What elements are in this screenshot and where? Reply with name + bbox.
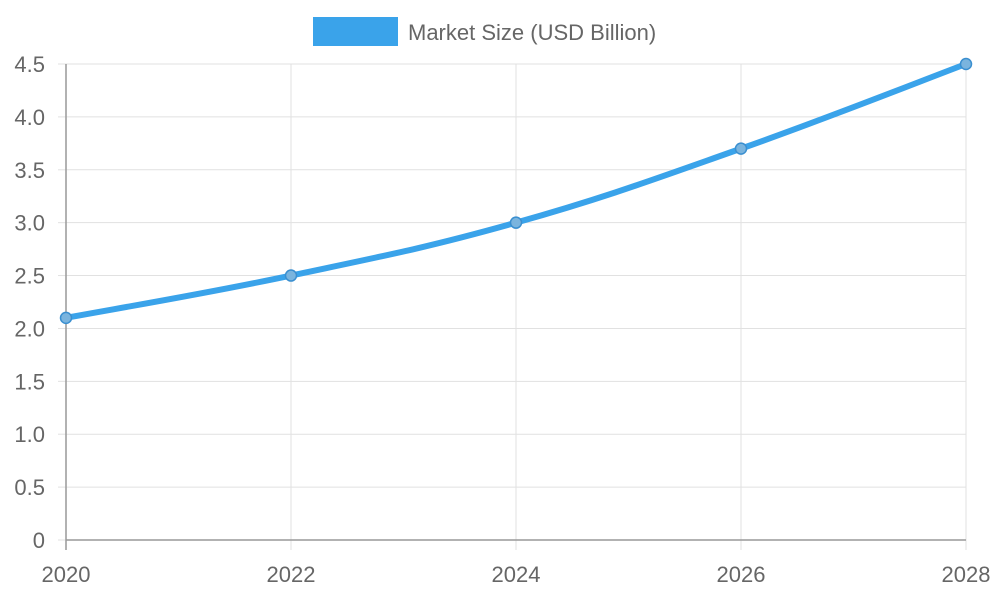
series-layer bbox=[59, 57, 973, 325]
legend-swatch bbox=[313, 17, 398, 46]
y-tick-label: 4.5 bbox=[14, 52, 45, 77]
y-tick-label: 2.5 bbox=[14, 264, 45, 289]
y-tick-label: 1.0 bbox=[14, 422, 45, 447]
x-tick-label: 2028 bbox=[942, 562, 991, 587]
legend-label: Market Size (USD Billion) bbox=[408, 20, 656, 45]
grid-layer bbox=[66, 63, 967, 540]
x-tick-label: 2024 bbox=[492, 562, 541, 587]
data-point[interactable] bbox=[734, 142, 748, 155]
x-tick-label: 2026 bbox=[717, 562, 766, 587]
data-point[interactable] bbox=[959, 57, 973, 71]
label-layer: 0 0.5 1.0 1.5 2.0 2.5 3.0 3.5 4.0 4.5 2020 2022 2024… bbox=[14, 52, 990, 587]
x-tick-label: 2020 bbox=[42, 562, 91, 587]
data-point[interactable] bbox=[509, 216, 523, 229]
y-tick-label: 1.5 bbox=[14, 369, 45, 394]
legend[interactable]: Market Size (USD Billion) bbox=[313, 17, 656, 46]
y-tick-label: 3.0 bbox=[14, 211, 45, 236]
data-point[interactable] bbox=[284, 269, 298, 282]
y-tick-label: 4.0 bbox=[14, 105, 45, 130]
y-tick-label: 0.5 bbox=[14, 475, 45, 500]
data-point[interactable] bbox=[59, 311, 73, 325]
axis-layer bbox=[58, 63, 967, 550]
y-tick-label: 0 bbox=[33, 528, 45, 553]
y-tick-label: 2.0 bbox=[14, 316, 45, 341]
y-tick-label: 3.5 bbox=[14, 158, 45, 183]
x-tick-label: 2022 bbox=[267, 562, 316, 587]
